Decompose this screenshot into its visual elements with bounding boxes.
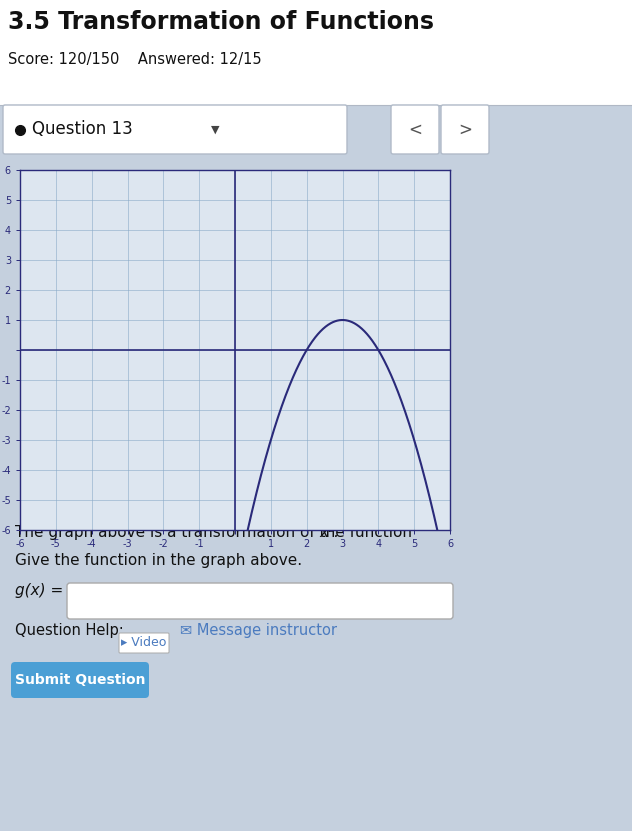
FancyBboxPatch shape [3, 105, 347, 154]
FancyBboxPatch shape [67, 583, 453, 619]
Text: >: > [458, 120, 472, 139]
FancyBboxPatch shape [391, 105, 439, 154]
Text: Submit Question: Submit Question [15, 673, 145, 687]
Text: ✉ Message instructor: ✉ Message instructor [180, 623, 337, 638]
Text: g(x) =: g(x) = [15, 583, 63, 598]
Text: ▸ Video: ▸ Video [121, 637, 167, 650]
FancyBboxPatch shape [441, 105, 489, 154]
FancyBboxPatch shape [11, 662, 149, 698]
FancyBboxPatch shape [119, 633, 169, 653]
Text: Give the function in the graph above.: Give the function in the graph above. [15, 553, 302, 568]
Text: Question 13: Question 13 [32, 120, 133, 139]
Text: ▼: ▼ [210, 125, 219, 135]
Text: x².: x². [319, 525, 339, 540]
Bar [0, 0, 632, 105]
Text: Score: 120/150    Answered: 12/15: Score: 120/150 Answered: 12/15 [8, 52, 262, 67]
Text: <: < [408, 120, 422, 139]
Text: The graph above is a transformation of the function: The graph above is a transformation of t… [15, 525, 417, 540]
Text: Question Help:: Question Help: [15, 623, 124, 638]
Text: 3.5 Transformation of Functions: 3.5 Transformation of Functions [8, 10, 434, 34]
